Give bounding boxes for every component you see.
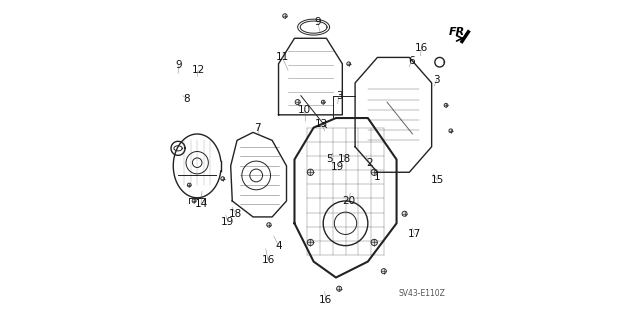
Circle shape — [295, 100, 300, 105]
Text: 6: 6 — [408, 56, 415, 66]
Text: 1: 1 — [374, 172, 381, 182]
Text: 5: 5 — [326, 154, 333, 165]
Text: 16: 16 — [261, 255, 275, 265]
Text: 16: 16 — [319, 295, 332, 305]
Text: 9: 9 — [176, 60, 182, 70]
Text: 15: 15 — [431, 175, 444, 185]
Circle shape — [307, 169, 314, 175]
Circle shape — [381, 269, 387, 274]
Circle shape — [449, 129, 452, 133]
Circle shape — [371, 239, 378, 246]
Text: 14: 14 — [195, 199, 207, 209]
Text: 18: 18 — [229, 209, 242, 219]
Circle shape — [283, 14, 287, 18]
Text: 3: 3 — [433, 75, 440, 85]
Circle shape — [321, 100, 325, 104]
Text: 4: 4 — [275, 241, 282, 251]
Text: 9: 9 — [314, 17, 321, 27]
Text: 8: 8 — [183, 94, 190, 104]
Text: 20: 20 — [342, 196, 355, 206]
Text: 7: 7 — [255, 122, 261, 133]
Text: SV43-E110Z: SV43-E110Z — [399, 289, 445, 298]
Text: 12: 12 — [191, 65, 205, 75]
Circle shape — [444, 103, 448, 107]
Text: 18: 18 — [339, 154, 351, 165]
Circle shape — [188, 183, 191, 187]
Circle shape — [192, 199, 196, 203]
Text: 10: 10 — [298, 105, 311, 115]
Circle shape — [221, 177, 225, 181]
Circle shape — [371, 169, 378, 175]
Circle shape — [402, 211, 407, 216]
Text: 16: 16 — [415, 43, 428, 53]
Circle shape — [337, 286, 342, 291]
Text: FR.: FR. — [449, 27, 469, 37]
Text: 19: 19 — [221, 217, 234, 227]
Text: 13: 13 — [315, 119, 328, 130]
Circle shape — [267, 223, 271, 227]
Text: 3: 3 — [336, 91, 342, 101]
Text: 19: 19 — [331, 162, 344, 173]
Text: 17: 17 — [408, 229, 421, 240]
Circle shape — [307, 239, 314, 246]
Text: 11: 11 — [276, 52, 289, 63]
Text: 2: 2 — [366, 158, 372, 168]
Circle shape — [347, 62, 351, 66]
